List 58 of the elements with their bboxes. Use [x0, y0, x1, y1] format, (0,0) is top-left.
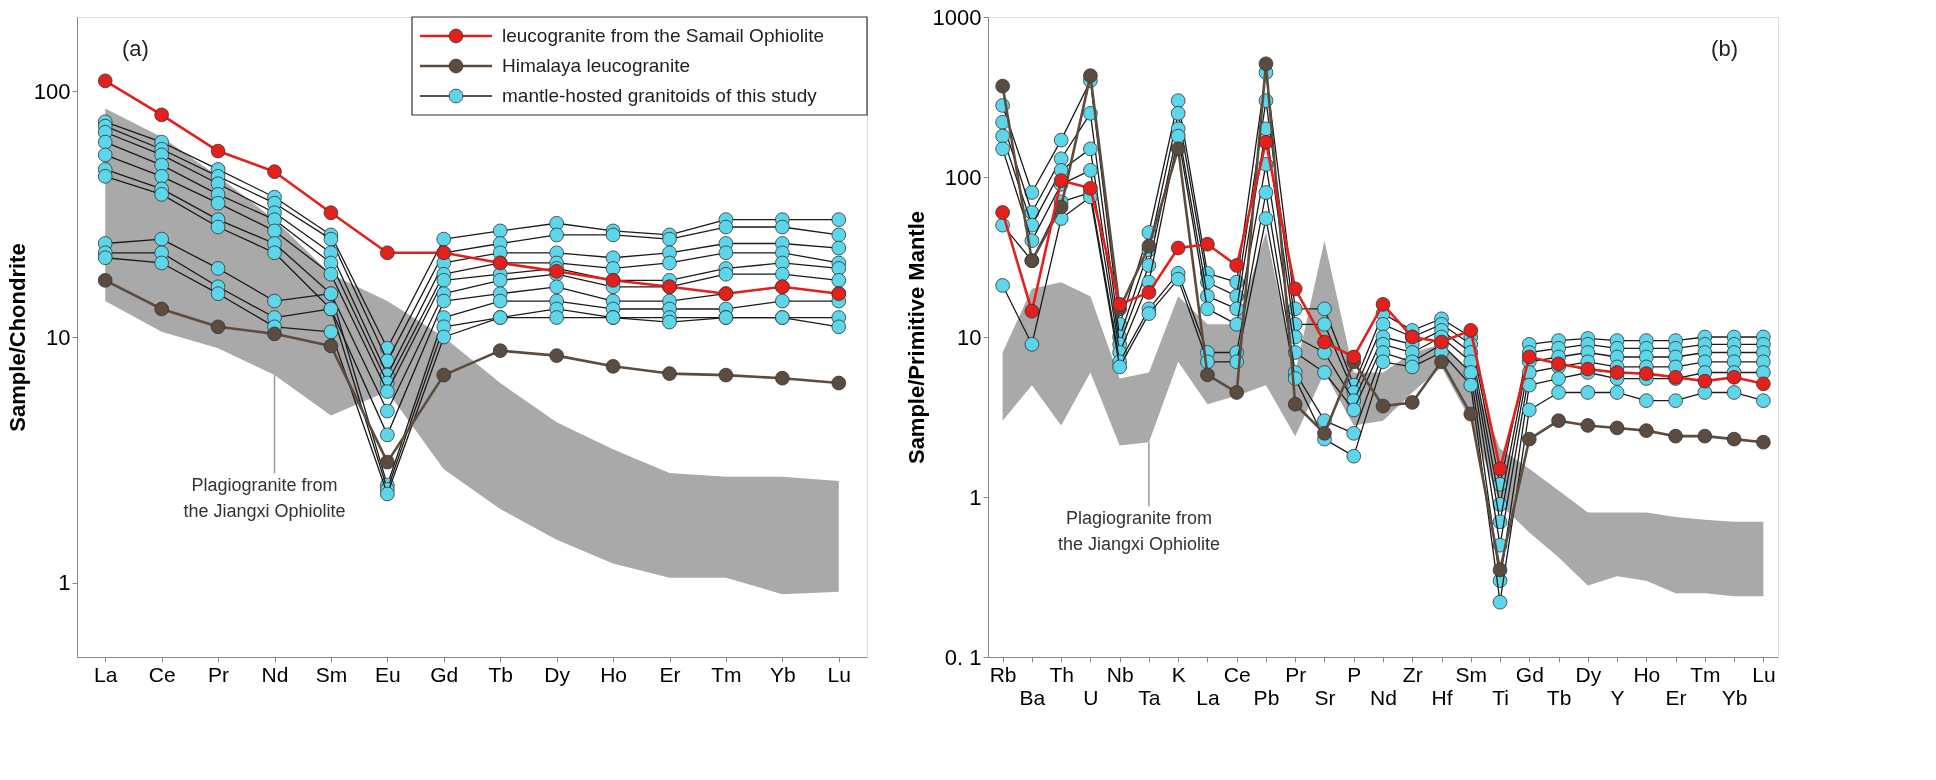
- x-tick-label: Ce: [1223, 662, 1251, 686]
- x-tick-label: Yb: [1721, 685, 1748, 709]
- legend-label: mantle-hosted granitoids of this study: [502, 85, 818, 106]
- y-axis-title: Sample/Chondrite: [4, 243, 30, 432]
- y-tick-label: 10: [957, 324, 982, 350]
- x-tick-label: P: [1347, 662, 1362, 686]
- x-tick-label: K: [1171, 662, 1186, 686]
- y-tick-label: 1: [969, 484, 982, 510]
- annotation: (b): [1711, 36, 1738, 61]
- x-tick-label: Ba: [1019, 685, 1046, 709]
- annotation: Plagiogranite from the Jiangxi Ophiolite: [183, 475, 346, 522]
- x-tick-label: Sm: [315, 662, 348, 686]
- y-tick-label: 100: [33, 78, 71, 104]
- x-tick-label: Zr: [1402, 662, 1423, 686]
- x-tick-label: Eu: [375, 662, 401, 686]
- y-tick-label: 0. 1: [944, 644, 982, 670]
- x-tick-label: Hf: [1431, 685, 1453, 709]
- x-tick-label: Ho: [1633, 662, 1661, 686]
- x-tick-label: Dy: [1575, 662, 1602, 686]
- annotation: Plagiogranite from the Jiangxi Ophiolite: [1057, 508, 1220, 555]
- x-tick-label: Sm: [1455, 662, 1488, 686]
- x-tick-label: Ce: [148, 662, 176, 686]
- x-tick-label: Gd: [430, 662, 459, 686]
- legend-label: Himalaya leucogranite: [502, 55, 690, 76]
- x-tick-label: Tb: [488, 662, 513, 686]
- x-tick-label: Ta: [1138, 685, 1161, 709]
- x-tick-label: U: [1083, 685, 1099, 709]
- x-tick-label: Y: [1610, 685, 1625, 709]
- annotation: (a): [122, 36, 149, 61]
- x-tick-label: Lu: [1752, 662, 1776, 686]
- x-tick-label: Nd: [1370, 685, 1397, 709]
- x-tick-label: Nb: [1106, 662, 1134, 686]
- y-axis-title: Sample/Primitive Mantle: [903, 210, 929, 465]
- x-tick-label: Ho: [600, 662, 627, 686]
- x-tick-label: Tb: [1546, 685, 1572, 709]
- x-tick-label: Pr: [208, 662, 230, 686]
- y-tick-label: 1: [58, 570, 71, 596]
- x-tick-label: La: [94, 662, 118, 686]
- y-tick-label: 100: [944, 164, 982, 190]
- x-tick-label: Er: [1665, 685, 1687, 709]
- x-tick-label: La: [1196, 685, 1220, 709]
- x-tick-label: Er: [659, 662, 681, 686]
- x-tick-label: Tm: [711, 662, 742, 686]
- x-tick-label: Th: [1049, 662, 1074, 686]
- y-tick-label: 1000: [932, 4, 982, 30]
- x-tick-label: Yb: [770, 662, 796, 686]
- x-tick-label: Lu: [827, 662, 851, 686]
- x-tick-label: Dy: [544, 662, 571, 686]
- y-tick-label: 10: [46, 324, 71, 350]
- x-tick-label: Rb: [989, 662, 1017, 686]
- x-tick-label: Gd: [1515, 662, 1544, 686]
- legend-label: leucogranite from the Samail Ophiolite: [502, 25, 825, 46]
- x-tick-label: Tm: [1690, 662, 1721, 686]
- x-tick-label: Pr: [1285, 662, 1307, 686]
- x-tick-label: Pb: [1253, 685, 1280, 709]
- x-tick-label: Ti: [1492, 685, 1509, 709]
- x-tick-label: Nd: [261, 662, 289, 686]
- x-tick-label: Sr: [1314, 685, 1336, 709]
